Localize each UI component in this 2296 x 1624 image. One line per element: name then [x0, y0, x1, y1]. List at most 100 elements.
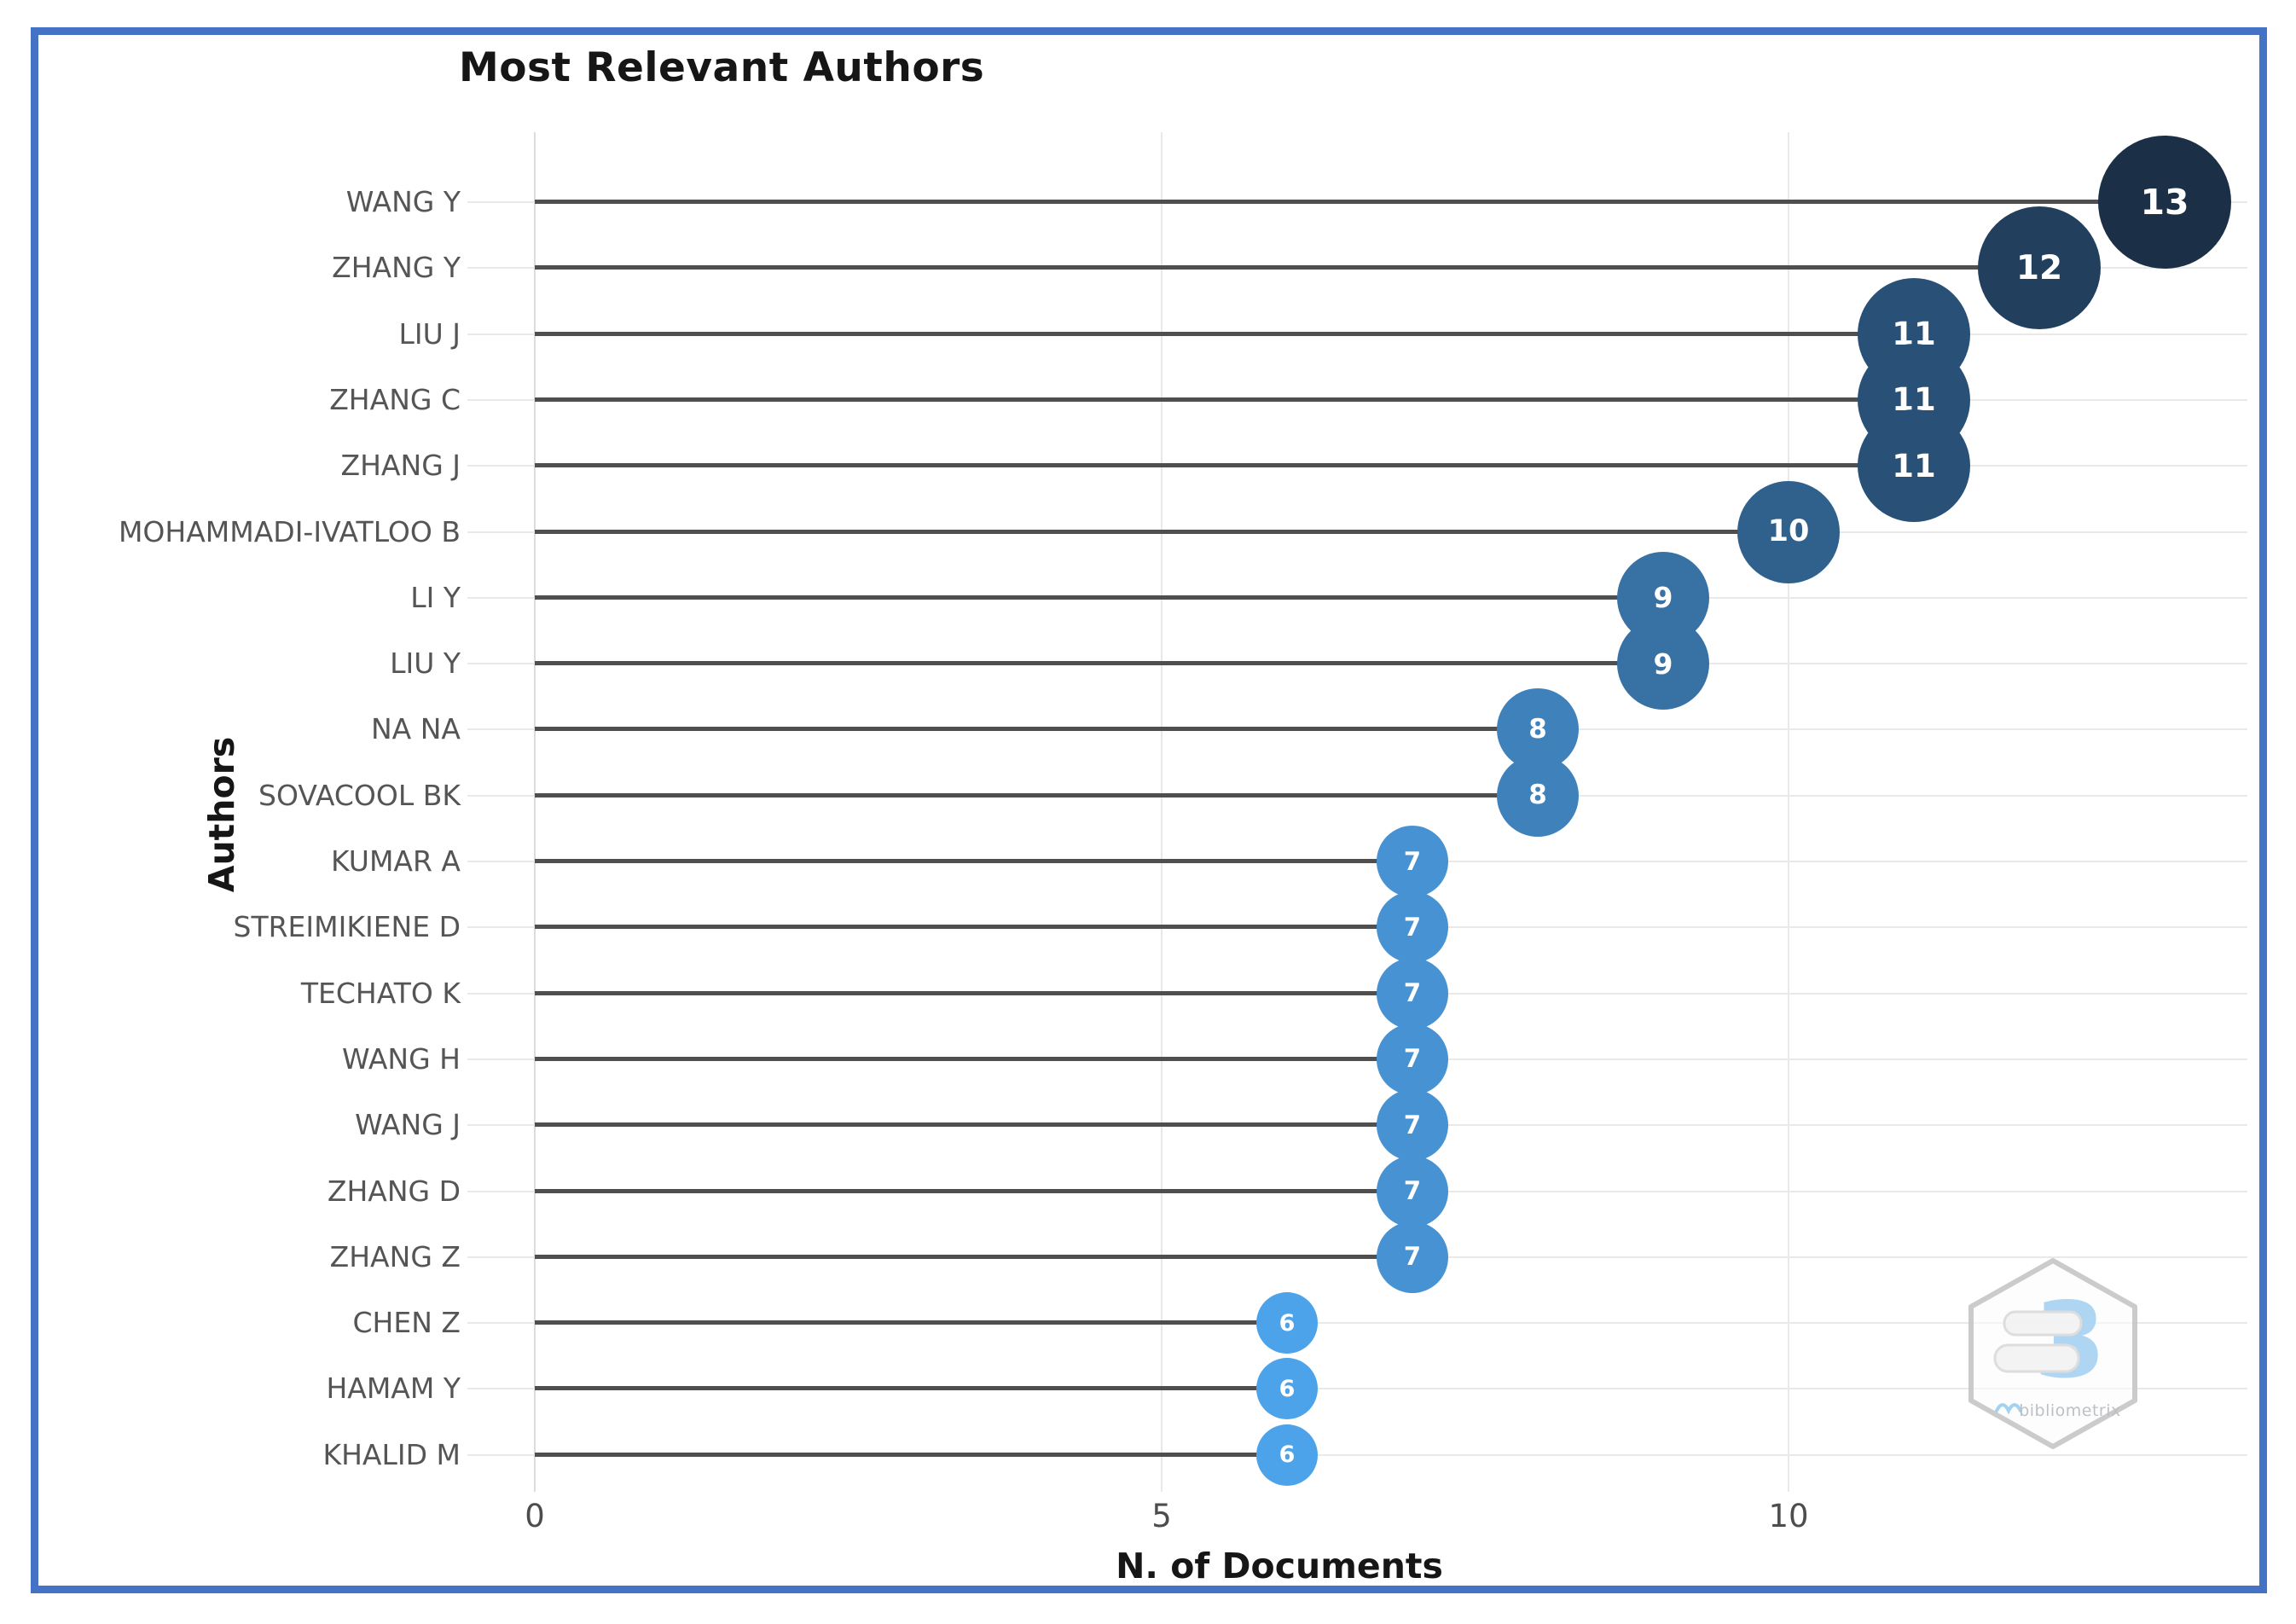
lollipop-stem — [535, 859, 1412, 863]
pencil-icon — [2003, 1310, 2083, 1337]
data-point-value: 8 — [1528, 713, 1547, 745]
label-tick-line — [467, 1190, 535, 1192]
chart-title: Most Relevant Authors — [459, 44, 985, 91]
data-point-bubble[interactable]: 7 — [1377, 1023, 1448, 1095]
y-gridline — [535, 1453, 2247, 1456]
label-tick-line — [467, 1322, 535, 1325]
author-label: HAMAM Y — [326, 1372, 461, 1406]
data-point-value: 6 — [1278, 1309, 1296, 1337]
label-tick-line — [467, 531, 535, 533]
x-gridline — [1161, 132, 1162, 1492]
author-label: LIU Y — [390, 647, 461, 681]
author-label: WANG J — [355, 1108, 461, 1142]
label-tick-line — [467, 596, 535, 599]
label-tick-line — [467, 728, 535, 731]
lollipop-stem — [535, 1254, 1412, 1259]
author-label: ZHANG J — [340, 449, 461, 483]
lollipop-stem — [535, 727, 1538, 732]
lollipop-stem — [535, 1320, 1287, 1325]
author-label: LI Y — [410, 580, 461, 614]
lollipop-stem — [535, 463, 1914, 468]
data-point-bubble[interactable]: 13 — [2098, 136, 2231, 269]
author-label: LIU J — [398, 316, 461, 351]
label-tick-line — [467, 201, 535, 203]
lollipop-stem — [535, 1452, 1287, 1457]
data-point-bubble[interactable]: 7 — [1377, 957, 1448, 1030]
x-tick-label: 5 — [1151, 1498, 1172, 1534]
data-point-bubble[interactable]: 7 — [1377, 1221, 1448, 1293]
author-label: ZHANG Z — [329, 1239, 461, 1273]
data-point-bubble[interactable]: 10 — [1737, 480, 1840, 583]
data-point-value: 7 — [1403, 846, 1422, 876]
author-label: WANG Y — [345, 185, 461, 218]
x-tick-label: 10 — [1768, 1498, 1809, 1534]
data-point-value: 11 — [1892, 447, 1936, 484]
author-label: MOHAMMADI-IVATLOO B — [118, 514, 461, 548]
lollipop-stem — [535, 792, 1538, 798]
lollipop-stem — [535, 529, 1789, 534]
label-tick-line — [467, 465, 535, 467]
bibliometrix-watermark: 3 bibliometrix — [1968, 1258, 2137, 1449]
x-tick-label: 0 — [525, 1498, 545, 1534]
author-label: SOVACOOL BK — [258, 778, 461, 812]
data-point-value: 7 — [1403, 1110, 1422, 1140]
data-point-bubble[interactable]: 6 — [1256, 1358, 1318, 1420]
author-label: KHALID M — [322, 1437, 461, 1471]
data-point-bubble[interactable]: 7 — [1377, 826, 1448, 897]
label-tick-line — [467, 1256, 535, 1258]
lollipop-stem — [535, 200, 2165, 204]
label-tick-line — [467, 1388, 535, 1390]
y-gridline — [535, 1388, 2247, 1390]
lollipop-stem — [535, 925, 1412, 930]
author-label: NA NA — [370, 712, 461, 746]
label-tick-line — [467, 1453, 535, 1456]
lollipop-stem — [535, 1122, 1412, 1128]
watermark-glyph-3: 3 — [2034, 1280, 2107, 1401]
author-label: TECHATO K — [300, 976, 461, 1010]
label-tick-line — [467, 267, 535, 270]
label-tick-line — [467, 1124, 535, 1127]
data-point-value: 6 — [1278, 1441, 1296, 1469]
data-point-value: 10 — [1767, 514, 1810, 548]
data-point-bubble[interactable]: 9 — [1617, 618, 1709, 710]
data-point-bubble[interactable]: 7 — [1377, 1089, 1448, 1162]
lollipop-stem — [535, 594, 1663, 600]
data-point-value: 13 — [2140, 181, 2189, 223]
data-point-bubble[interactable]: 6 — [1256, 1424, 1318, 1486]
lollipop-stem — [535, 661, 1663, 666]
data-point-bubble[interactable]: 11 — [1858, 409, 1970, 523]
label-tick-line — [467, 926, 535, 929]
label-tick-line — [467, 1058, 535, 1060]
label-tick-line — [467, 861, 535, 862]
y-gridline — [535, 1322, 2247, 1325]
data-point-value: 7 — [1403, 1176, 1422, 1205]
label-tick-line — [467, 333, 535, 335]
data-point-value: 7 — [1403, 1242, 1422, 1272]
lollipop-stem — [535, 331, 1914, 336]
data-point-bubble[interactable]: 7 — [1377, 891, 1448, 964]
watermark-brand-text: bibliometrix — [2019, 1401, 2121, 1420]
x-gridline — [534, 132, 536, 1492]
x-axis-title: N. of Documents — [1116, 1546, 1443, 1586]
lollipop-stem — [535, 1386, 1287, 1391]
data-point-value: 7 — [1403, 912, 1422, 942]
author-label: STREIMIKIENE D — [233, 910, 461, 944]
label-tick-line — [467, 794, 535, 797]
data-point-value: 9 — [1653, 581, 1673, 615]
x-gridline — [1788, 132, 1789, 1492]
author-label: WANG H — [342, 1041, 461, 1076]
data-point-bubble[interactable]: 7 — [1377, 1155, 1448, 1227]
author-label: ZHANG C — [329, 382, 461, 416]
pencil-icon — [1993, 1343, 2080, 1373]
label-tick-line — [467, 992, 535, 995]
label-tick-line — [467, 663, 535, 665]
data-point-value: 8 — [1528, 780, 1547, 811]
data-point-bubble[interactable]: 8 — [1497, 754, 1579, 837]
data-point-bubble[interactable]: 12 — [1978, 206, 2101, 330]
author-label: KUMAR A — [331, 844, 461, 878]
data-point-value: 9 — [1653, 647, 1673, 681]
data-point-bubble[interactable]: 6 — [1256, 1292, 1318, 1354]
lollipop-stem — [535, 265, 2039, 270]
